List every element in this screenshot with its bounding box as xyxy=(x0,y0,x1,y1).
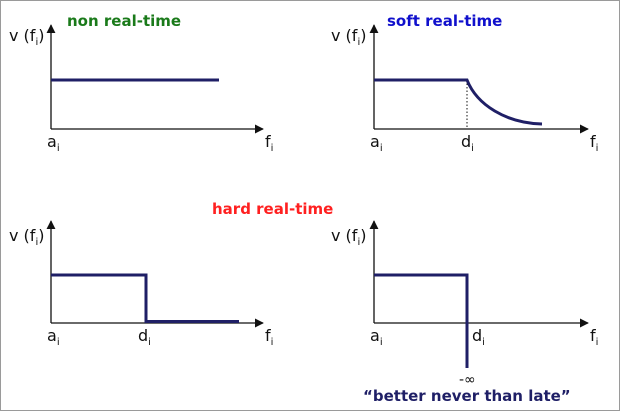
arrival-label: ai xyxy=(47,132,60,154)
panel-non-real-time: v (fi) ai fi xyxy=(9,24,273,154)
arrival-label: ai xyxy=(47,326,60,348)
y-axis-label: v (fi) xyxy=(331,26,366,48)
y-axis-label: v (fi) xyxy=(9,226,44,248)
value-curve xyxy=(51,273,239,323)
panel-soft-real-time: v (fi) ai di fi xyxy=(331,24,598,154)
deadline-label: di xyxy=(472,326,485,348)
deadline-label: di xyxy=(138,326,151,348)
finish-label: fi xyxy=(265,326,273,348)
title-soft-real-time: soft real-time xyxy=(387,12,502,30)
deadline-label: di xyxy=(461,132,474,154)
arrival-label: ai xyxy=(370,326,383,348)
value-curve xyxy=(374,78,543,126)
finish-label: fi xyxy=(265,132,273,154)
value-curve xyxy=(374,273,469,368)
note-better-never-than-late: “better never than late” xyxy=(363,387,571,405)
panel-hard-real-time: v (fi) ai di fi xyxy=(9,220,273,348)
finish-label: fi xyxy=(590,132,598,154)
minus-infinity-label: -∞ xyxy=(459,372,476,388)
title-non-real-time: non real-time xyxy=(67,12,181,30)
arrival-label: ai xyxy=(370,132,383,154)
finish-label: fi xyxy=(590,326,598,348)
title-hard-real-time: hard real-time xyxy=(212,200,333,218)
y-axis-label: v (fi) xyxy=(331,226,366,248)
panel-firm-real-time: v (fi) ai di fi -∞ xyxy=(331,220,598,388)
y-axis-label: v (fi) xyxy=(9,26,44,48)
